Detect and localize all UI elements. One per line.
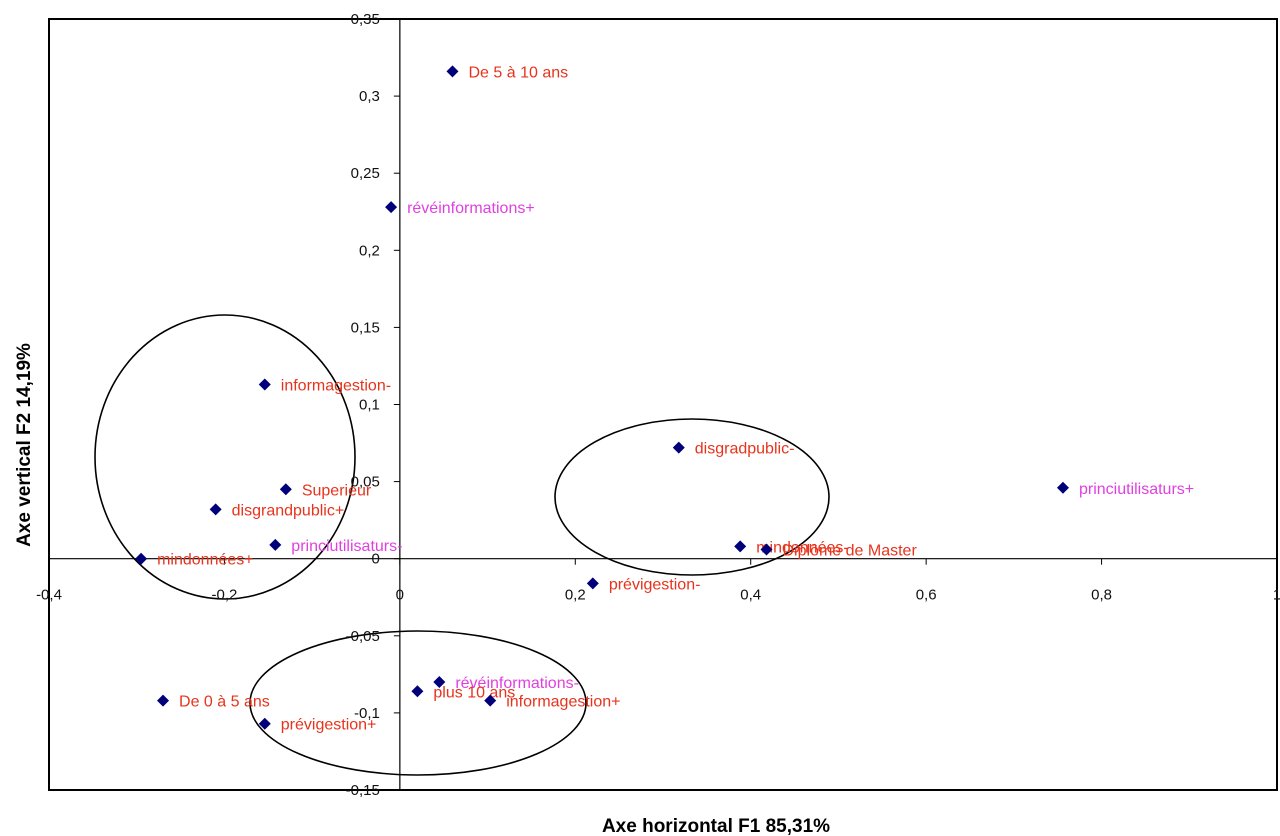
y-tick-label: 0,1 — [359, 397, 380, 414]
cluster-ellipse-left — [94, 314, 356, 600]
data-point-label: Superieur — [302, 482, 372, 499]
y-tick-label: -0,05 — [346, 628, 380, 645]
data-point — [760, 543, 773, 556]
data-point-label: De 0 à 5 ans — [179, 694, 270, 711]
data-point-label: princiutilisaturs- — [291, 538, 402, 555]
x-tick-label: 0,6 — [916, 587, 937, 604]
cluster-ellipse-right — [554, 418, 830, 576]
data-point — [258, 717, 271, 730]
data-point-label: disgradpublic- — [695, 441, 795, 458]
x-tick-label: 0,2 — [565, 587, 586, 604]
data-point — [586, 577, 599, 590]
data-point — [157, 694, 170, 707]
cluster-ellipses — [94, 314, 830, 776]
data-point-label: mindonnées- — [756, 539, 849, 556]
y-tick-label: 0,05 — [351, 474, 380, 491]
x-tick-label: 0,8 — [1091, 587, 1112, 604]
y-axis-title: Axe vertical F2 14,19% — [14, 343, 35, 547]
data-point-label: plus 10 ans — [433, 684, 515, 701]
x-tick-label: -0,4 — [36, 587, 62, 604]
data-point — [258, 378, 271, 391]
points-group: De 5 à 10 ans révéinformations+ informages… — [135, 64, 1194, 734]
data-point-label: disgrandpublic+ — [232, 502, 345, 519]
data-point — [446, 65, 459, 78]
data-point-label: princiutilisaturs+ — [1079, 481, 1194, 498]
y-tick-label: -0,1 — [354, 705, 380, 722]
data-point-label: informagestion+ — [506, 694, 620, 711]
x-tick-label: 0 — [396, 587, 404, 604]
y-tick-label: 0,3 — [359, 88, 380, 105]
data-point — [734, 540, 747, 553]
y-tick-label: 0,15 — [351, 319, 380, 336]
data-point — [385, 201, 398, 214]
data-point-label: révéinformations- — [455, 675, 579, 692]
data-point-label: mindonnées+ — [157, 552, 254, 569]
data-point — [672, 441, 685, 454]
y-tick-label: 0,25 — [351, 165, 380, 182]
data-point — [484, 694, 497, 707]
cluster-ellipse-bottom — [249, 630, 587, 776]
y-tick-label: 0,2 — [359, 242, 380, 259]
data-point — [209, 503, 222, 516]
data-point-label: De 5 à 10 ans — [468, 64, 568, 81]
data-point — [279, 483, 292, 496]
x-tick-label: 1 — [1273, 587, 1280, 604]
data-point-label: informagestion- — [281, 377, 391, 394]
y-tick-label: 0,35 — [351, 11, 380, 28]
data-point — [411, 685, 424, 698]
data-point — [1056, 481, 1069, 494]
data-point-label: révéinformations+ — [407, 200, 535, 217]
x-tick-label: -0,2 — [211, 587, 237, 604]
x-axis-title: Axe horizontal F1 85,31% — [602, 816, 830, 836]
data-point — [135, 552, 148, 565]
plot-frame — [48, 18, 1278, 791]
axes-group: -0,4 -0,2 0 0,2 0,4 0,6 0,8 1 0,35 0,3 0,25 0,2 0,15… — [36, 11, 1280, 799]
data-point-label: Diplôme de Master — [783, 542, 918, 559]
y-tick-label: 0 — [372, 551, 380, 568]
y-tick-label: -0,15 — [346, 782, 380, 799]
x-tick-label: 0,4 — [740, 587, 761, 604]
data-point-label: prévigestion- — [609, 576, 701, 593]
data-point — [269, 538, 282, 551]
data-point — [433, 676, 446, 689]
data-point-label: prévigestion+ — [281, 717, 377, 734]
